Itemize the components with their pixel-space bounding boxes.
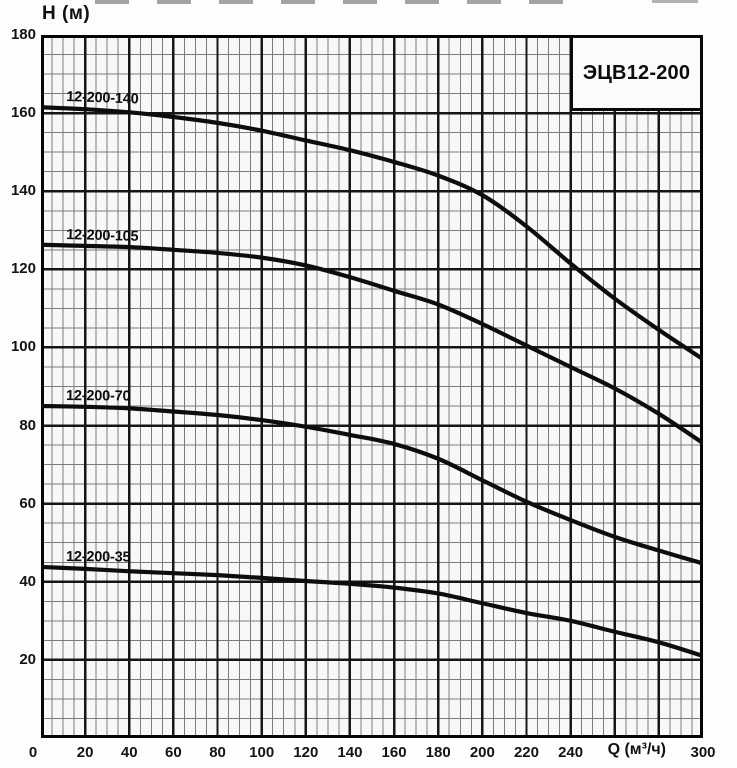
- y-tick-label: 20: [19, 650, 36, 668]
- x-tick-label: 180: [425, 744, 451, 761]
- x-tick-label: 120: [293, 744, 319, 761]
- y-axis-title: H (м): [42, 3, 91, 24]
- pump-curve: [41, 105, 703, 362]
- x-tick-label: 240: [558, 744, 584, 761]
- scan-artifacts: [95, 0, 575, 4]
- x-tick-label: 20: [76, 744, 94, 761]
- y-tick-label: 40: [19, 572, 36, 590]
- x-tick-label: 140: [337, 744, 363, 761]
- pump-curve: [41, 242, 703, 446]
- y-tick-label: 180: [10, 26, 36, 43]
- x-tick-label: 200: [469, 744, 495, 761]
- y-tick-label: 100: [10, 338, 36, 356]
- curve-label: 12-200-70: [66, 388, 131, 405]
- y-tick-label: 140: [10, 182, 36, 200]
- pump-series-title: ЭЦВ12-200: [582, 61, 691, 84]
- x-tick-label: 300: [690, 744, 716, 761]
- x-tick-label: 0: [28, 744, 38, 761]
- x-tick-label: 60: [165, 744, 182, 761]
- pump-curve: [41, 564, 703, 659]
- y-tick-label: 60: [19, 494, 36, 512]
- x-tick-label: 80: [209, 744, 226, 761]
- chart-canvas: [41, 35, 703, 738]
- curve-label: 12-200-140: [66, 89, 139, 108]
- pump-curve: [41, 403, 703, 566]
- x-tick-label: 160: [381, 744, 407, 761]
- x-axis-title: Q (м³/ч): [607, 741, 667, 758]
- curve-label: 12-200-105: [66, 226, 139, 245]
- x-tick-label: 100: [249, 744, 275, 761]
- scan-artifacts: [652, 0, 698, 3]
- plot-area: ЭЦВ12-200 12-200-140 12-200-105 12-200-70 1…: [41, 35, 703, 738]
- y-tick-label: 80: [19, 416, 36, 434]
- pump-series-title-box: ЭЦВ12-200: [570, 35, 703, 111]
- x-tick-label: 40: [120, 744, 138, 761]
- y-tick-label: 160: [10, 104, 36, 122]
- y-tick-label: 120: [10, 260, 36, 278]
- curve-label: 12-200-35: [66, 548, 131, 566]
- x-tick-label: 220: [513, 744, 539, 761]
